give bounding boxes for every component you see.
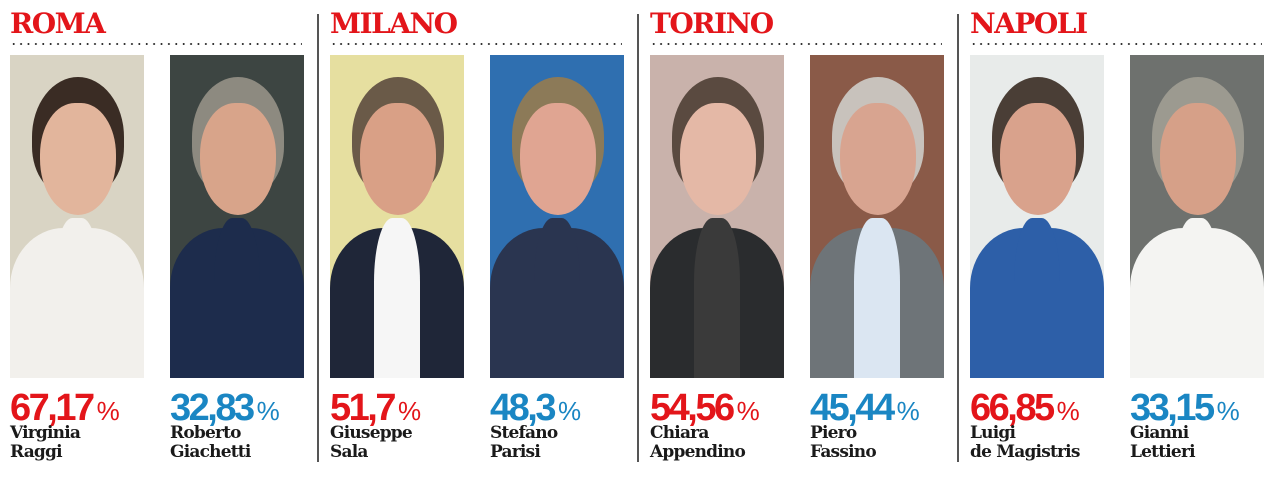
candidate-name: Gianni Lettieri <box>1130 423 1196 462</box>
city-title: TORINO <box>650 7 774 40</box>
candidate-name: Virginia Raggi <box>10 423 81 462</box>
candidate-photo <box>490 55 624 378</box>
vote-percentage: 66,85% <box>970 387 1080 429</box>
column-divider <box>637 14 639 462</box>
candidate-photo <box>10 55 144 378</box>
vote-percentage: 48,3% <box>490 387 582 429</box>
vote-percentage: 45,44% <box>810 387 920 429</box>
dotted-rule <box>970 43 1262 45</box>
vote-percentage: 67,17% <box>10 387 120 429</box>
column-divider <box>957 14 959 462</box>
candidate-card <box>1130 55 1264 378</box>
candidate-name: Stefano Parisi <box>490 423 558 462</box>
candidate-photo <box>1130 55 1264 378</box>
candidate-photo <box>810 55 944 378</box>
candidate-card <box>330 55 464 378</box>
candidate-card <box>170 55 304 378</box>
candidate-photo <box>650 55 784 378</box>
candidate-card <box>970 55 1104 378</box>
dotted-rule <box>330 43 622 45</box>
candidate-name: Luigi de Magistris <box>970 423 1080 462</box>
candidate-name: Chiara Appendino <box>650 423 746 462</box>
vote-percentage: 33,15% <box>1130 387 1240 429</box>
candidate-photo <box>170 55 304 378</box>
city-roma: ROMA 67,17% Virginia Raggi 32,83% Roberto… <box>0 0 320 477</box>
city-milano: MILANO 51,7% Giuseppe Sala 48,3% Stefano P… <box>320 0 640 477</box>
city-napoli: NAPOLI 66,85% Luigi de Magistris 33,15% G… <box>960 0 1280 477</box>
candidate-photo <box>970 55 1104 378</box>
city-torino: TORINO 54,56% Chiara Appendino 45,44% Pie… <box>640 0 960 477</box>
candidate-card <box>10 55 144 378</box>
candidate-name: Roberto Giachetti <box>170 423 251 462</box>
vote-percentage: 51,7% <box>330 387 422 429</box>
vote-percentage: 32,83% <box>170 387 280 429</box>
candidate-name: Giuseppe Sala <box>330 423 413 462</box>
city-title: ROMA <box>10 7 106 40</box>
column-divider <box>317 14 319 462</box>
candidate-card <box>490 55 624 378</box>
vote-percentage: 54,56% <box>650 387 760 429</box>
dotted-rule <box>650 43 942 45</box>
dotted-rule <box>10 43 302 45</box>
candidate-name: Piero Fassino <box>810 423 877 462</box>
city-title: NAPOLI <box>970 7 1088 40</box>
candidate-card <box>810 55 944 378</box>
city-title: MILANO <box>330 7 458 40</box>
candidate-card <box>650 55 784 378</box>
candidate-photo <box>330 55 464 378</box>
